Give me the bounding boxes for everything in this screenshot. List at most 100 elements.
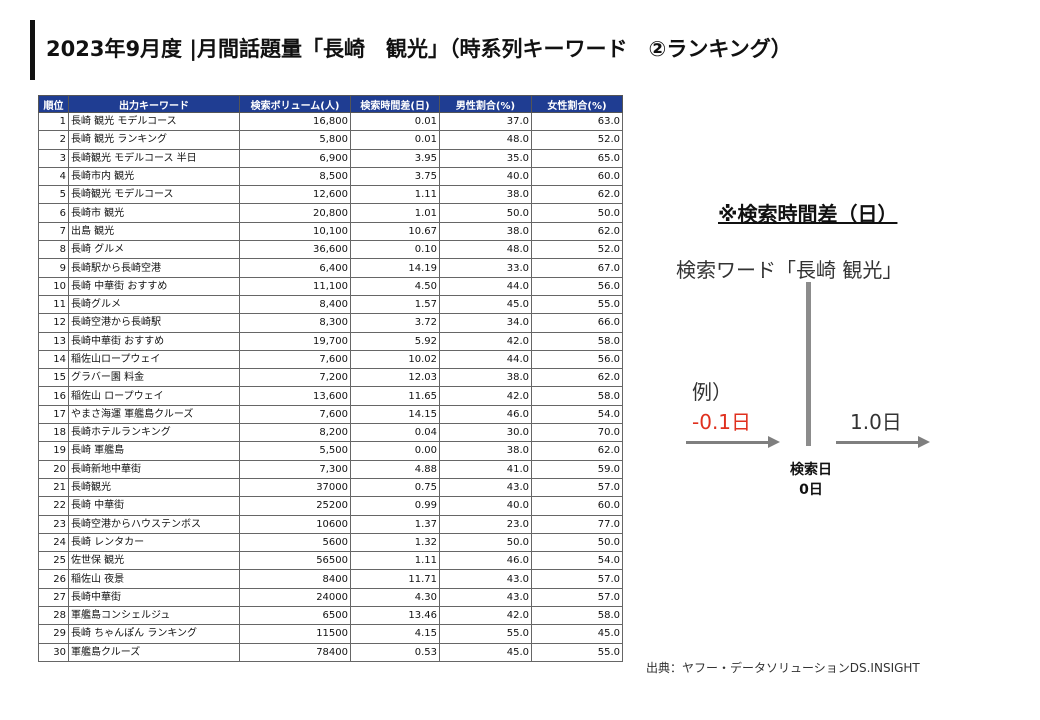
table-row: 22 長崎 中華街 25200 0.99 40.0 60.0: [38, 496, 623, 516]
cell-time-diff: 5.92: [350, 331, 440, 351]
table-row: 21 長崎観光 37000 0.75 43.0 57.0: [38, 477, 623, 498]
cell-female-ratio: 58.0: [531, 386, 623, 406]
cell-search-volume: 7,600: [239, 349, 351, 370]
cell-male-ratio: 46.0: [439, 404, 532, 425]
cell-search-volume: 6500: [239, 606, 351, 626]
cell-keyword: 軍艦島コンシェルジュ: [68, 606, 240, 626]
cell-male-ratio: 35.0: [439, 148, 532, 168]
cell-search-volume: 10600: [239, 514, 351, 534]
cell-rank: 4: [38, 166, 69, 187]
cell-time-diff: 1.57: [350, 294, 440, 315]
cell-female-ratio: 52.0: [531, 130, 623, 150]
cell-keyword: 稲佐山ロープウェイ: [68, 349, 240, 370]
cell-female-ratio: 62.0: [531, 441, 623, 461]
cell-search-volume: 25200: [239, 496, 351, 516]
cell-keyword: 長崎 グルメ: [68, 240, 240, 260]
cell-rank: 10: [38, 276, 69, 296]
cell-keyword: 長崎 中華街 おすすめ: [68, 276, 240, 296]
table-row: 2 長崎 観光 ランキング 5,800 0.01 48.0 52.0: [38, 130, 623, 150]
cell-male-ratio: 42.0: [439, 386, 532, 406]
cell-rank: 13: [38, 331, 69, 351]
cell-keyword: 長崎 観光 ランキング: [68, 130, 240, 150]
table-row: 11 長崎グルメ 8,400 1.57 45.0 55.0: [38, 294, 623, 315]
table-row: 4 長崎市内 観光 8,500 3.75 40.0 60.0: [38, 166, 623, 187]
cell-time-diff: 0.04: [350, 423, 440, 443]
header-search-volume: 検索ボリューム(人): [239, 95, 351, 113]
cell-time-diff: 1.11: [350, 185, 440, 205]
cell-rank: 15: [38, 368, 69, 388]
cell-male-ratio: 42.0: [439, 331, 532, 351]
header-rank: 順位: [38, 95, 69, 113]
note-title: ※検索時間差（日）: [718, 202, 898, 226]
cell-rank: 7: [38, 221, 69, 242]
cell-female-ratio: 58.0: [531, 331, 623, 351]
cell-female-ratio: 67.0: [531, 258, 623, 278]
cell-female-ratio: 54.0: [531, 551, 623, 571]
cell-time-diff: 3.72: [350, 313, 440, 333]
search-day-label: 検索日 0日: [768, 460, 854, 500]
cell-search-volume: 5600: [239, 532, 351, 553]
table-header-row: 順位 出力キーワード 検索ボリューム(人) 検索時間差(日) 男性割合(%) 女…: [38, 95, 623, 113]
cell-female-ratio: 50.0: [531, 203, 623, 223]
cell-male-ratio: 38.0: [439, 221, 532, 242]
search-word-label: 検索ワード「長崎 観光」: [676, 258, 903, 282]
cell-rank: 24: [38, 532, 69, 553]
cell-search-volume: 11,100: [239, 276, 351, 296]
header-female-ratio: 女性割合(%): [531, 95, 623, 113]
table-row: 29 長崎 ちゃんぽん ランキング 11500 4.15 55.0 45.0: [38, 624, 623, 644]
cell-female-ratio: 60.0: [531, 496, 623, 516]
cell-search-volume: 8400: [239, 569, 351, 589]
arrow-right-icon: [686, 436, 780, 448]
table-row: 24 長崎 レンタカー 5600 1.32 50.0 50.0: [38, 532, 623, 553]
cell-time-diff: 11.71: [350, 569, 440, 589]
cell-search-volume: 5,500: [239, 441, 351, 461]
table-row: 30 軍艦島クルーズ 78400 0.53 45.0 55.0: [38, 642, 623, 662]
cell-rank: 16: [38, 386, 69, 406]
table-row: 25 佐世保 観光 56500 1.11 46.0 54.0: [38, 551, 623, 571]
table-row: 10 長崎 中華街 おすすめ 11,100 4.50 44.0 56.0: [38, 276, 623, 296]
cell-female-ratio: 63.0: [531, 111, 623, 132]
cell-time-diff: 1.32: [350, 532, 440, 553]
table-row: 27 長崎中華街 24000 4.30 43.0 57.0: [38, 587, 623, 608]
table-row: 17 やまさ海運 軍艦島クルーズ 7,600 14.15 46.0 54.0: [38, 404, 623, 425]
cell-time-diff: 11.65: [350, 386, 440, 406]
table-row: 14 稲佐山ロープウェイ 7,600 10.02 44.0 56.0: [38, 349, 623, 370]
cell-rank: 17: [38, 404, 69, 425]
cell-search-volume: 7,300: [239, 459, 351, 479]
cell-keyword: 稲佐山 夜景: [68, 569, 240, 589]
cell-keyword: 稲佐山 ロープウェイ: [68, 386, 240, 406]
cell-search-volume: 8,500: [239, 166, 351, 187]
cell-male-ratio: 23.0: [439, 514, 532, 534]
cell-male-ratio: 30.0: [439, 423, 532, 443]
table-row: 26 稲佐山 夜景 8400 11.71 43.0 57.0: [38, 569, 623, 589]
cell-male-ratio: 37.0: [439, 111, 532, 132]
cell-time-diff: 0.10: [350, 240, 440, 260]
cell-female-ratio: 60.0: [531, 166, 623, 187]
cell-keyword: 長崎市 観光: [68, 203, 240, 223]
cell-female-ratio: 77.0: [531, 514, 623, 534]
table-body: 1 長崎 観光 モデルコース 16,800 0.01 37.0 63.0 2 長崎 観光 ラン…: [38, 111, 623, 662]
cell-rank: 27: [38, 587, 69, 608]
cell-time-diff: 4.15: [350, 624, 440, 644]
cell-search-volume: 12,600: [239, 185, 351, 205]
cell-search-volume: 16,800: [239, 111, 351, 132]
cell-male-ratio: 38.0: [439, 441, 532, 461]
cell-male-ratio: 38.0: [439, 368, 532, 388]
cell-keyword: 長崎 観光 モデルコース: [68, 111, 240, 132]
cell-male-ratio: 45.0: [439, 294, 532, 315]
cell-keyword: 長崎 レンタカー: [68, 532, 240, 553]
cell-search-volume: 8,400: [239, 294, 351, 315]
table-row: 3 長崎観光 モデルコース 半日 6,900 3.95 35.0 65.0: [38, 148, 623, 168]
cell-rank: 8: [38, 240, 69, 260]
cell-search-volume: 13,600: [239, 386, 351, 406]
cell-female-ratio: 62.0: [531, 221, 623, 242]
cell-rank: 25: [38, 551, 69, 571]
cell-keyword: 出島 観光: [68, 221, 240, 242]
cell-female-ratio: 57.0: [531, 569, 623, 589]
cell-rank: 21: [38, 477, 69, 498]
cell-keyword: 長崎新地中華街: [68, 459, 240, 479]
cell-male-ratio: 44.0: [439, 276, 532, 296]
cell-female-ratio: 57.0: [531, 587, 623, 608]
cell-time-diff: 4.50: [350, 276, 440, 296]
cell-time-diff: 1.01: [350, 203, 440, 223]
